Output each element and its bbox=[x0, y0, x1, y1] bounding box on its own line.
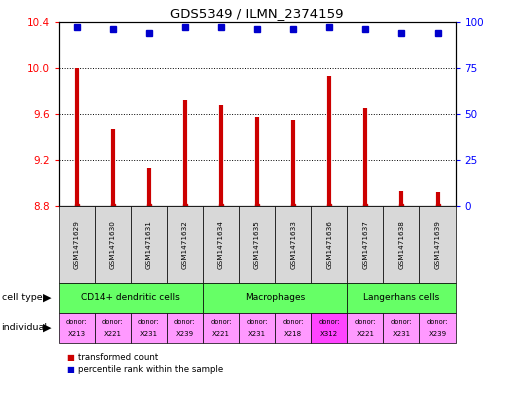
Text: X213: X213 bbox=[68, 331, 86, 337]
Text: X221: X221 bbox=[356, 331, 374, 337]
Text: donor:: donor: bbox=[66, 320, 88, 325]
Text: donor:: donor: bbox=[246, 320, 268, 325]
Text: donor:: donor: bbox=[354, 320, 376, 325]
Text: X218: X218 bbox=[284, 331, 302, 337]
Text: donor:: donor: bbox=[282, 320, 304, 325]
Text: donor:: donor: bbox=[102, 320, 124, 325]
Text: GSM1471636: GSM1471636 bbox=[326, 220, 332, 269]
Text: CD14+ dendritic cells: CD14+ dendritic cells bbox=[81, 294, 180, 302]
Text: donor:: donor: bbox=[174, 320, 195, 325]
Text: donor:: donor: bbox=[390, 320, 412, 325]
Text: GSM1471635: GSM1471635 bbox=[254, 220, 260, 269]
Text: donor:: donor: bbox=[319, 320, 340, 325]
Text: GSM1471633: GSM1471633 bbox=[290, 220, 296, 269]
Text: X231: X231 bbox=[248, 331, 266, 337]
Text: X231: X231 bbox=[392, 331, 410, 337]
Text: GSM1471629: GSM1471629 bbox=[74, 220, 79, 269]
Text: GSM1471639: GSM1471639 bbox=[435, 220, 440, 269]
Text: individual: individual bbox=[2, 323, 47, 332]
Text: donor:: donor: bbox=[138, 320, 160, 325]
Text: X221: X221 bbox=[212, 331, 230, 337]
Text: X239: X239 bbox=[176, 331, 194, 337]
Text: ▶: ▶ bbox=[43, 293, 51, 303]
Text: X221: X221 bbox=[104, 331, 122, 337]
Text: percentile rank within the sample: percentile rank within the sample bbox=[78, 365, 223, 374]
Text: ▶: ▶ bbox=[43, 323, 51, 333]
Text: GSM1471630: GSM1471630 bbox=[109, 220, 116, 269]
Text: X312: X312 bbox=[320, 331, 338, 337]
Text: ■: ■ bbox=[66, 353, 74, 362]
Text: ■: ■ bbox=[66, 365, 74, 374]
Text: X231: X231 bbox=[139, 331, 158, 337]
Text: GSM1471634: GSM1471634 bbox=[218, 220, 224, 269]
Title: GDS5349 / ILMN_2374159: GDS5349 / ILMN_2374159 bbox=[171, 7, 344, 20]
Text: GSM1471637: GSM1471637 bbox=[362, 220, 369, 269]
Text: transformed count: transformed count bbox=[78, 353, 158, 362]
Text: cell type: cell type bbox=[2, 294, 42, 302]
Text: GSM1471638: GSM1471638 bbox=[399, 220, 405, 269]
Text: Langerhans cells: Langerhans cells bbox=[363, 294, 440, 302]
Text: X239: X239 bbox=[429, 331, 446, 337]
Text: donor:: donor: bbox=[427, 320, 448, 325]
Text: donor:: donor: bbox=[210, 320, 232, 325]
Text: GSM1471632: GSM1471632 bbox=[182, 220, 188, 269]
Text: GSM1471631: GSM1471631 bbox=[146, 220, 152, 269]
Text: Macrophages: Macrophages bbox=[245, 294, 305, 302]
